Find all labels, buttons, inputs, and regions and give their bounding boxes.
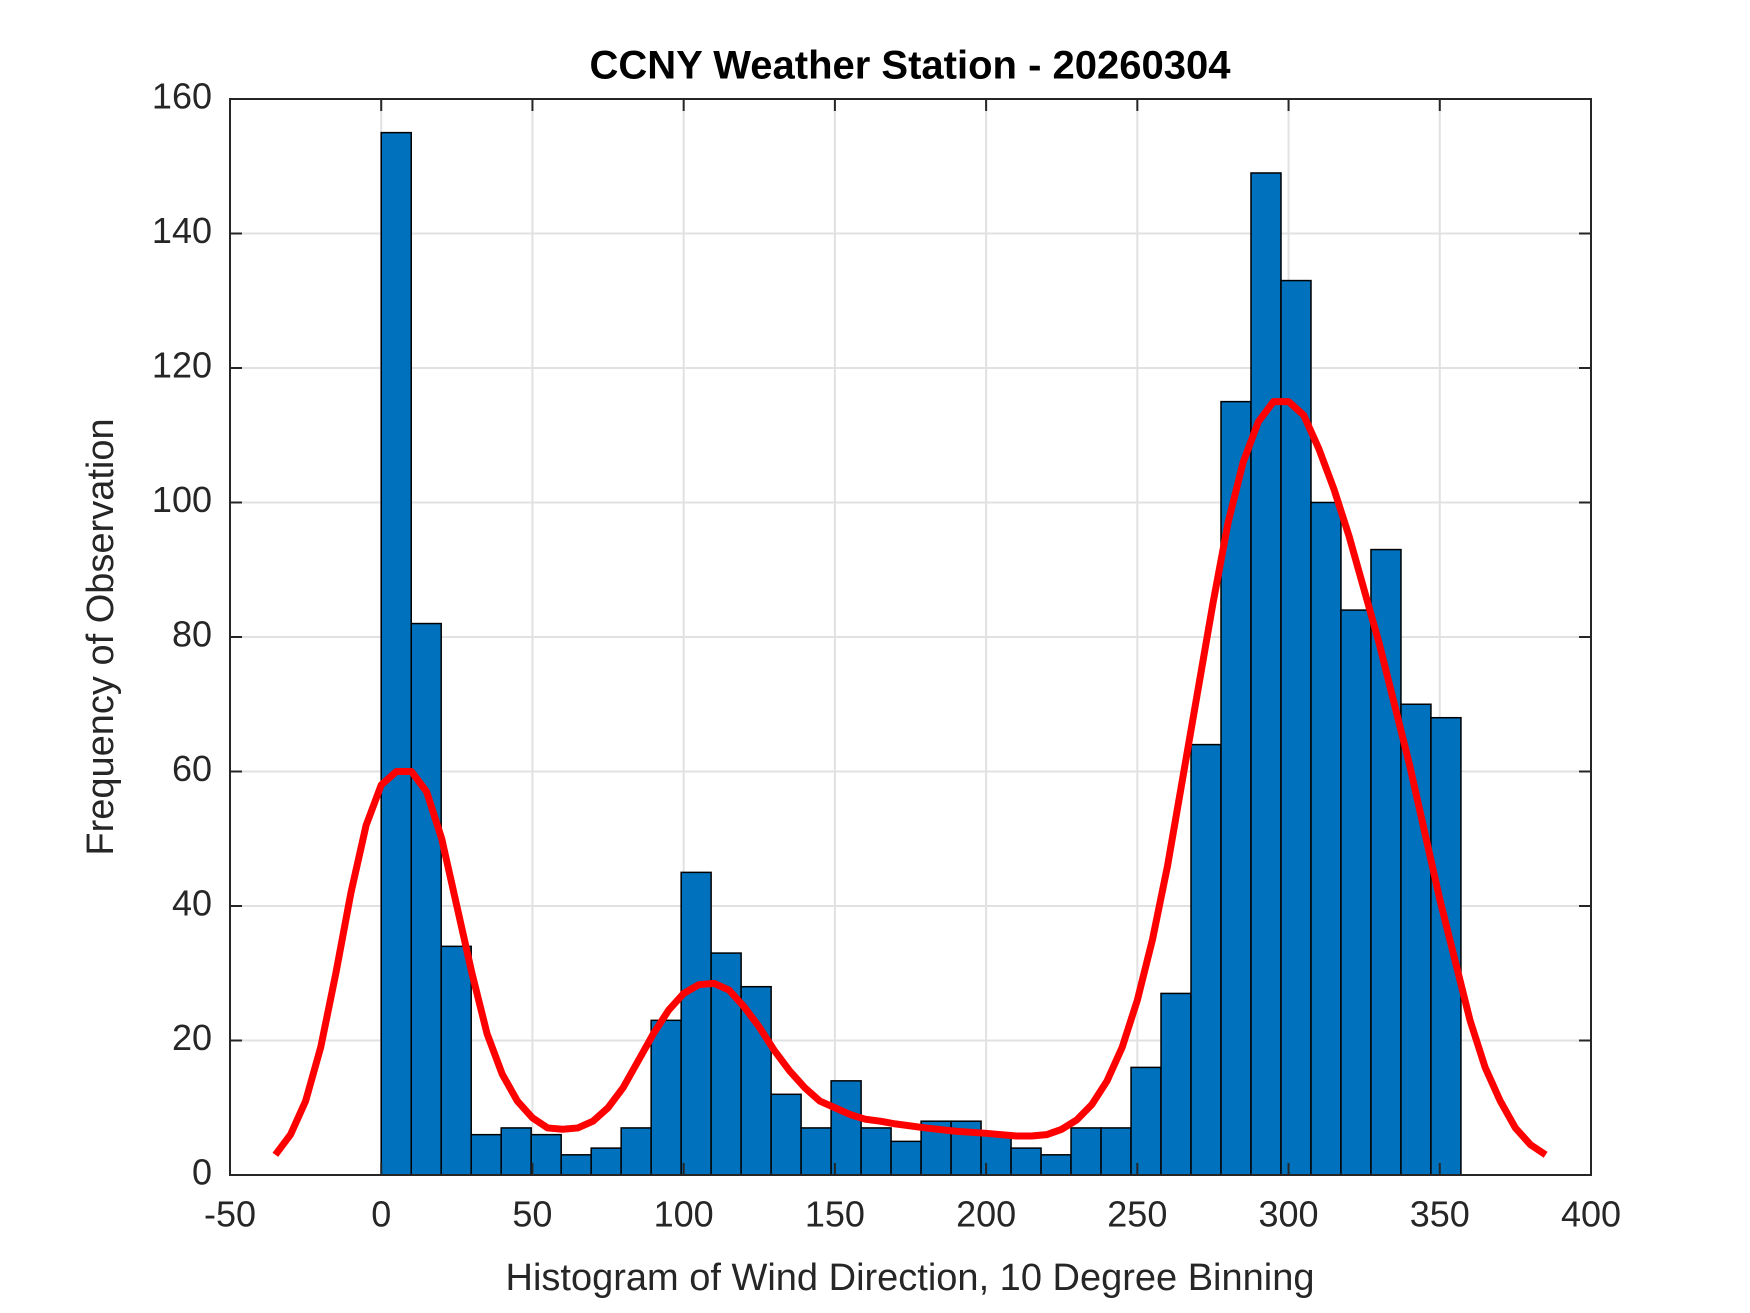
bar: [770, 1093, 802, 1176]
bar: [1010, 1147, 1042, 1176]
bars: [380, 131, 1462, 1176]
bar: [560, 1154, 592, 1176]
ticks: -50 0 50 100 150 200 250 300 350 4000204060801001…: [152, 76, 1621, 1235]
x-tick-label: -50: [204, 1194, 256, 1235]
x-tick-label: 0: [371, 1194, 391, 1235]
y-tick-label: 0: [192, 1152, 212, 1193]
bar: [800, 1127, 832, 1176]
y-tick-label: 160: [152, 76, 212, 117]
bar: [650, 1019, 682, 1176]
x-tick-label: 150: [805, 1194, 865, 1235]
curve: [272, 398, 1548, 1158]
bar: [1340, 609, 1372, 1176]
x-tick-label: 300: [1259, 1194, 1319, 1235]
bar: [1190, 743, 1222, 1176]
x-tick-label: 350: [1410, 1194, 1470, 1235]
bar: [410, 622, 442, 1176]
bar: [470, 1133, 502, 1176]
x-tick-label: 50: [512, 1194, 552, 1235]
bar: [500, 1127, 532, 1176]
bar: [590, 1147, 622, 1176]
bar: [440, 945, 472, 1176]
y-tick-label: 60: [172, 748, 212, 789]
bar: [830, 1080, 862, 1176]
x-tick-label: 100: [654, 1194, 714, 1235]
bar: [1160, 992, 1192, 1176]
bar: [1070, 1127, 1102, 1176]
bar: [740, 985, 772, 1176]
bar: [1100, 1127, 1132, 1176]
bar: [1280, 279, 1312, 1176]
bar: [530, 1133, 562, 1176]
bar: [620, 1127, 652, 1176]
y-tick-label: 80: [172, 614, 212, 655]
bar: [1400, 703, 1432, 1176]
x-axis-label: Histogram of Wind Direction, 10 Degree B…: [506, 1257, 1315, 1299]
x-tick-label: 400: [1561, 1194, 1621, 1235]
bar: [1430, 716, 1462, 1176]
bar: [1310, 501, 1342, 1176]
y-axis-label: Frequency of Observation: [80, 418, 122, 855]
bar: [380, 131, 412, 1176]
bar: [680, 871, 712, 1176]
bar: [890, 1140, 922, 1176]
x-tick-label: 250: [1107, 1194, 1167, 1235]
y-tick-label: 120: [152, 345, 212, 386]
bar: [1130, 1066, 1162, 1176]
y-tick-label: 100: [152, 479, 212, 520]
bar: [1250, 172, 1282, 1176]
y-tick-label: 140: [152, 210, 212, 251]
x-tick-label: 200: [956, 1194, 1016, 1235]
fit-curve: [272, 398, 1548, 1158]
chart-title: CCNY Weather Station - 20260304: [590, 44, 1232, 88]
bar: [1220, 400, 1252, 1176]
bar: [860, 1127, 892, 1176]
y-tick-label: 40: [172, 883, 212, 924]
y-tick-label: 20: [172, 1017, 212, 1058]
bar: [1040, 1154, 1072, 1176]
bar: [1370, 548, 1402, 1176]
